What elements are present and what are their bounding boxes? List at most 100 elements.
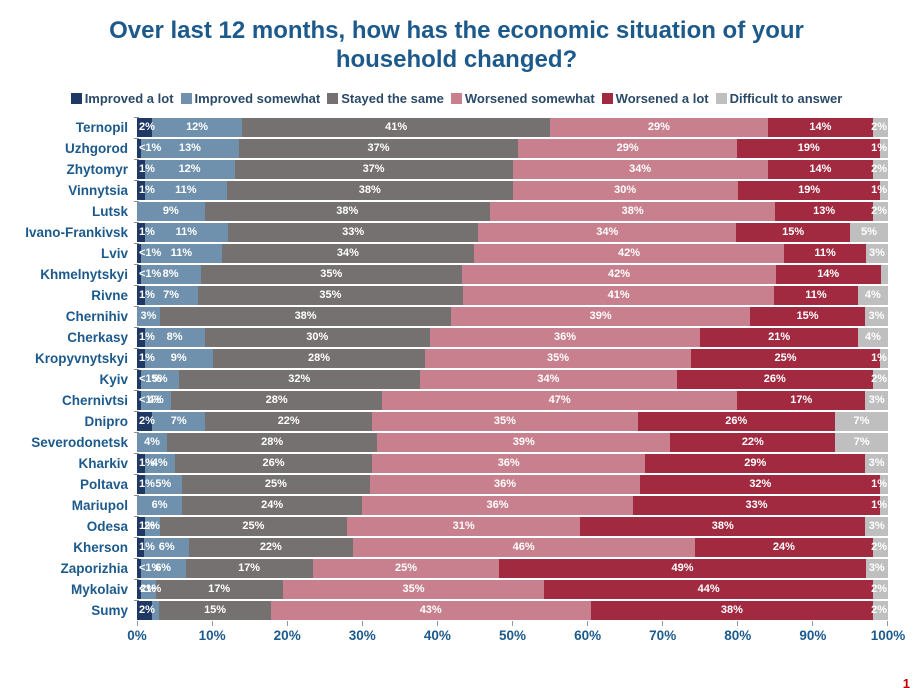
segment-value-label: 46% [512, 541, 535, 554]
bar-segment: 24% [694, 537, 874, 557]
bar-segment: 11% [144, 222, 229, 242]
bar-row: Poltava 1% 5% 25% 36% 32% 1% [10, 474, 888, 494]
segment-value-label: 17% [238, 562, 261, 575]
bar-segment: 17% [185, 558, 313, 578]
bar-segment: 2% [144, 516, 160, 536]
category-label: Chernivtsi [61, 392, 128, 408]
stacked-bar: <1% 8% 35% 42% 14% [137, 264, 888, 284]
segment-value-label: 11% [805, 289, 827, 302]
x-tick-label: 90% [799, 627, 827, 643]
segment-value-label: 32% [288, 373, 311, 386]
bar-segment: 1% [871, 138, 889, 158]
category-label: Lviv [100, 245, 128, 261]
bar-row: Mykolaiv <1% 2% 17% 35% 44% 2% [10, 579, 888, 599]
legend-item: Worsened somewhat [450, 91, 595, 106]
bar-segment: 37% [238, 138, 519, 158]
bar-segment: 4% [857, 327, 888, 347]
segment-value-label: 4% [151, 457, 168, 470]
bar-segment: 2% [140, 579, 156, 599]
bar-segment: 34% [222, 243, 474, 263]
bar-row: Rivne 1% 7% 35% 41% 11% 4% [10, 285, 888, 305]
bar-segment: 11% [774, 285, 858, 305]
bar-segment: 33% [228, 222, 479, 242]
bar-segment: 1% [871, 495, 888, 515]
category-label: Cherkasy [67, 329, 128, 345]
segment-value-label: 36% [497, 457, 520, 470]
category-label: Zaporizhia [60, 560, 128, 576]
segment-value-label: 37% [367, 142, 390, 155]
category-label: Severodonetsk [31, 434, 128, 450]
category-label: Chernihiv [65, 308, 128, 324]
bar-segment: 34% [512, 159, 768, 179]
segment-value-label: 25% [774, 352, 797, 365]
segment-value-label: 7% [163, 289, 180, 302]
category-label: Uzhgorod [65, 140, 128, 156]
segment-value-label: 35% [319, 289, 342, 302]
category-label: Lutsk [91, 203, 128, 219]
bar-segment: 1% [137, 516, 155, 536]
bar-segment: 49% [499, 558, 866, 578]
x-axis-tick-marks [137, 620, 888, 626]
bar-segment: 6% [137, 495, 183, 515]
x-tick-mark [212, 620, 213, 626]
segment-value-label: 38% [711, 520, 734, 533]
segment-value-label: 30% [306, 331, 329, 344]
bar-segment: 19% [737, 138, 881, 158]
bar-segment: 11% [784, 243, 866, 263]
segment-value-label: 24% [261, 499, 284, 512]
segment-value-label: 7% [853, 415, 870, 428]
legend-label: Difficult to answer [729, 90, 843, 106]
bar-segment: 29% [645, 453, 866, 473]
bar-segment: 3% [137, 306, 160, 326]
category-label: Kyiv [99, 371, 128, 387]
bar-segment: 3% [865, 453, 888, 473]
bar-segment: 19% [737, 180, 881, 200]
bar-segment: 13% [775, 201, 873, 221]
segment-value-label: 38% [358, 184, 381, 197]
bar-row: Ivano-Frankivsk 1% 11% 33% 34% 15% 5% [10, 222, 888, 242]
bar-row: Sumy 2% 15% 43% 38% 2% [10, 600, 888, 620]
page-number: 1 [902, 676, 910, 688]
segment-value-label: 12% [178, 163, 201, 176]
x-tick-label: 100% [870, 627, 906, 643]
x-tick-label: 80% [724, 627, 752, 643]
stacked-bar: <1% 4% 28% 47% 17% 3% [137, 390, 889, 410]
bar-segment: 34% [478, 222, 737, 242]
segment-value-label: 14% [809, 163, 832, 176]
bar-segment: 38% [489, 201, 776, 221]
bar-segment: 4% [144, 453, 175, 473]
bar-segment: 34% [420, 369, 677, 389]
bar-segment: 28% [212, 348, 426, 368]
segment-value-label: 9% [162, 205, 179, 218]
bar-segment: 29% [518, 138, 738, 158]
segment-value-label: 15% [796, 310, 819, 323]
segment-value-label: 26% [725, 415, 748, 428]
bar-segment: 3% [865, 390, 889, 410]
stacked-bar: 1% 2% 25% 31% 38% 3% [137, 516, 888, 536]
legend-label: Improved a lot [84, 90, 174, 106]
segment-value-label: 15% [782, 226, 805, 239]
bar-segment: 1% [137, 222, 155, 242]
bar-row: Odesa 1% 2% 25% 31% 38% 3% [10, 516, 888, 536]
segment-value-label: 2% [871, 163, 888, 176]
bar-segment: 41% [242, 117, 551, 137]
legend-item: Improved somewhat [180, 91, 320, 106]
x-tick-mark [737, 620, 738, 626]
segment-value-label: 36% [486, 499, 509, 512]
bar-segment: 37% [234, 159, 513, 179]
category-label: Dnipro [84, 413, 129, 429]
segment-value-label: 25% [394, 562, 418, 575]
segment-value-label: 3% [868, 520, 885, 533]
segment-value-label: 33% [745, 499, 768, 512]
segment-value-label: 12% [186, 121, 209, 134]
segment-value-label: 28% [265, 394, 288, 407]
bar-segment: 2% [871, 159, 889, 179]
segment-value-label: 35% [402, 583, 425, 596]
segment-value-label: 3% [140, 310, 157, 323]
bar-segment: 1% [871, 348, 888, 368]
bar-segment: 39% [451, 306, 751, 326]
segment-value-label: 1% [139, 541, 155, 554]
bar-segment: 30% [204, 327, 430, 347]
segment-value-label: 28% [261, 436, 284, 449]
